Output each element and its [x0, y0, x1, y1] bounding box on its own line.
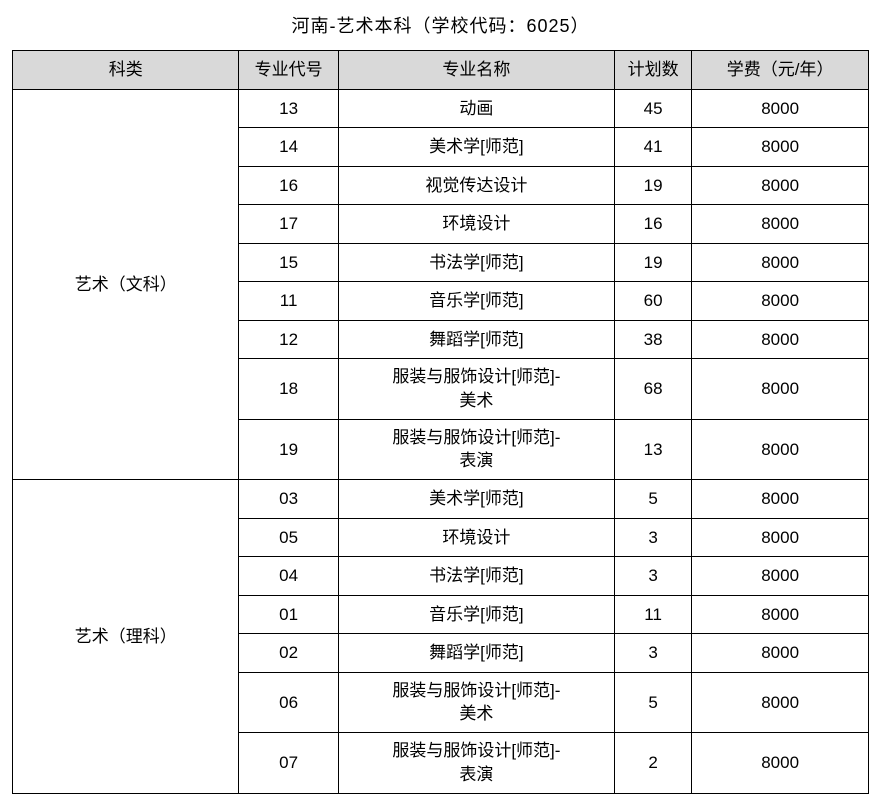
cell-fee: 8000 — [692, 359, 869, 420]
cell-major: 视觉传达设计 — [338, 166, 614, 205]
cell-plan: 60 — [614, 282, 691, 321]
page-title: 河南-艺术本科（学校代码：6025） — [12, 12, 869, 38]
cell-code: 18 — [239, 359, 338, 420]
cell-code: 14 — [239, 128, 338, 167]
cell-major: 环境设计 — [338, 205, 614, 244]
cell-plan: 3 — [614, 557, 691, 596]
cell-code: 07 — [239, 733, 338, 794]
cell-plan: 45 — [614, 89, 691, 128]
cell-plan: 19 — [614, 243, 691, 282]
cell-major: 舞蹈学[师范] — [338, 634, 614, 673]
col-header-code: 专业代号 — [239, 51, 338, 90]
cell-code: 04 — [239, 557, 338, 596]
table-row: 艺术（文科）13动画458000 — [13, 89, 869, 128]
cell-fee: 8000 — [692, 89, 869, 128]
cell-plan: 19 — [614, 166, 691, 205]
cell-plan: 68 — [614, 359, 691, 420]
cell-fee: 8000 — [692, 243, 869, 282]
col-header-category: 科类 — [13, 51, 239, 90]
cell-code: 02 — [239, 634, 338, 673]
cell-plan: 5 — [614, 672, 691, 733]
cell-fee: 8000 — [692, 480, 869, 519]
cell-major: 服装与服饰设计[师范]-美术 — [338, 359, 614, 420]
cell-fee: 8000 — [692, 128, 869, 167]
cell-plan: 3 — [614, 634, 691, 673]
col-header-plan: 计划数 — [614, 51, 691, 90]
cell-major: 书法学[师范] — [338, 557, 614, 596]
cell-major: 美术学[师范] — [338, 128, 614, 167]
cell-fee: 8000 — [692, 595, 869, 634]
cell-fee: 8000 — [692, 320, 869, 359]
cell-code: 05 — [239, 518, 338, 557]
cell-fee: 8000 — [692, 672, 869, 733]
cell-major: 舞蹈学[师范] — [338, 320, 614, 359]
cell-fee: 8000 — [692, 166, 869, 205]
cell-plan: 38 — [614, 320, 691, 359]
cell-major: 环境设计 — [338, 518, 614, 557]
table-header-row: 科类 专业代号 专业名称 计划数 学费（元/年） — [13, 51, 869, 90]
cell-plan: 5 — [614, 480, 691, 519]
cell-fee: 8000 — [692, 282, 869, 321]
cell-plan: 13 — [614, 419, 691, 480]
col-header-major: 专业名称 — [338, 51, 614, 90]
majors-table: 科类 专业代号 专业名称 计划数 学费（元/年） 艺术（文科）13动画45800… — [12, 50, 869, 794]
cell-fee: 8000 — [692, 733, 869, 794]
cell-fee: 8000 — [692, 557, 869, 596]
cell-code: 01 — [239, 595, 338, 634]
cell-code: 03 — [239, 480, 338, 519]
cell-category: 艺术（文科） — [13, 89, 239, 480]
col-header-fee: 学费（元/年） — [692, 51, 869, 90]
cell-code: 17 — [239, 205, 338, 244]
cell-code: 16 — [239, 166, 338, 205]
cell-plan: 3 — [614, 518, 691, 557]
cell-major: 服装与服饰设计[师范]-美术 — [338, 672, 614, 733]
cell-plan: 16 — [614, 205, 691, 244]
cell-code: 15 — [239, 243, 338, 282]
cell-fee: 8000 — [692, 205, 869, 244]
cell-plan: 2 — [614, 733, 691, 794]
cell-code: 13 — [239, 89, 338, 128]
cell-major: 音乐学[师范] — [338, 595, 614, 634]
cell-major: 美术学[师范] — [338, 480, 614, 519]
cell-code: 12 — [239, 320, 338, 359]
cell-fee: 8000 — [692, 518, 869, 557]
cell-fee: 8000 — [692, 419, 869, 480]
cell-fee: 8000 — [692, 634, 869, 673]
table-row: 艺术（理科）03美术学[师范]58000 — [13, 480, 869, 519]
cell-plan: 41 — [614, 128, 691, 167]
cell-category: 艺术（理科） — [13, 480, 239, 794]
cell-major: 书法学[师范] — [338, 243, 614, 282]
cell-major: 服装与服饰设计[师范]-表演 — [338, 419, 614, 480]
cell-code: 11 — [239, 282, 338, 321]
cell-code: 06 — [239, 672, 338, 733]
cell-plan: 11 — [614, 595, 691, 634]
cell-code: 19 — [239, 419, 338, 480]
cell-major: 动画 — [338, 89, 614, 128]
cell-major: 音乐学[师范] — [338, 282, 614, 321]
cell-major: 服装与服饰设计[师范]-表演 — [338, 733, 614, 794]
